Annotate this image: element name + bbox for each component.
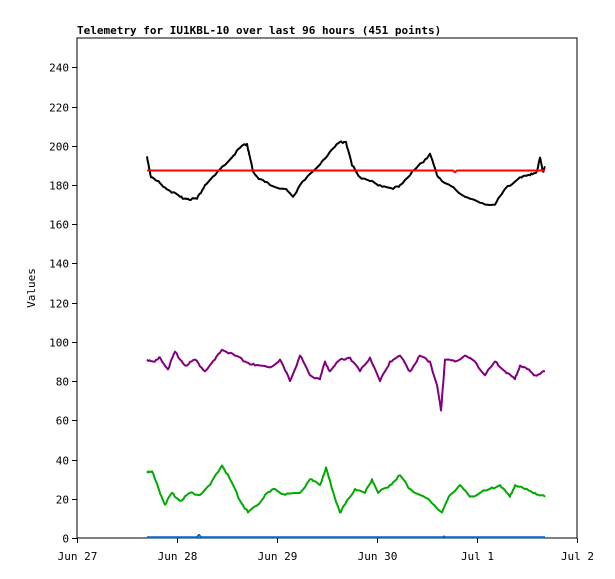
y-tick-label: 160: [49, 219, 69, 232]
y-tick-label: 40: [56, 455, 69, 468]
y-tick-label: 20: [56, 494, 69, 507]
y-tick-label: 60: [56, 415, 69, 428]
chart-title: Telemetry for IU1KBL-10 over last 96 hou…: [77, 24, 441, 37]
y-tick-label: 100: [49, 337, 69, 350]
y-tick-label: 0: [62, 533, 69, 546]
series-line-blue: [147, 533, 545, 539]
y-axis-label: Values: [25, 268, 38, 308]
y-tick-label: 240: [49, 62, 69, 75]
series-line-black: [146, 140, 546, 206]
y-tick-label: 200: [49, 141, 69, 154]
plot-frame: [76, 37, 578, 539]
x-tick-label: Jul 1: [461, 550, 494, 563]
x-tick-label: Jun 28: [158, 550, 198, 563]
x-tick-label: Jun 29: [258, 550, 298, 563]
y-tick-label: 140: [49, 258, 69, 271]
y-tick-label: 180: [49, 180, 69, 193]
y-tick-label: 220: [49, 102, 69, 115]
x-tick-label: Jun 27: [58, 550, 98, 563]
y-tick-label: 120: [49, 298, 69, 311]
series-line-purple: [146, 348, 546, 412]
series-line-red: [147, 169, 545, 174]
x-tick-label: Jul 2: [561, 550, 594, 563]
series-line-green: [146, 464, 546, 514]
y-tick-label: 80: [56, 376, 69, 389]
x-tick-label: Jun 30: [358, 550, 398, 563]
